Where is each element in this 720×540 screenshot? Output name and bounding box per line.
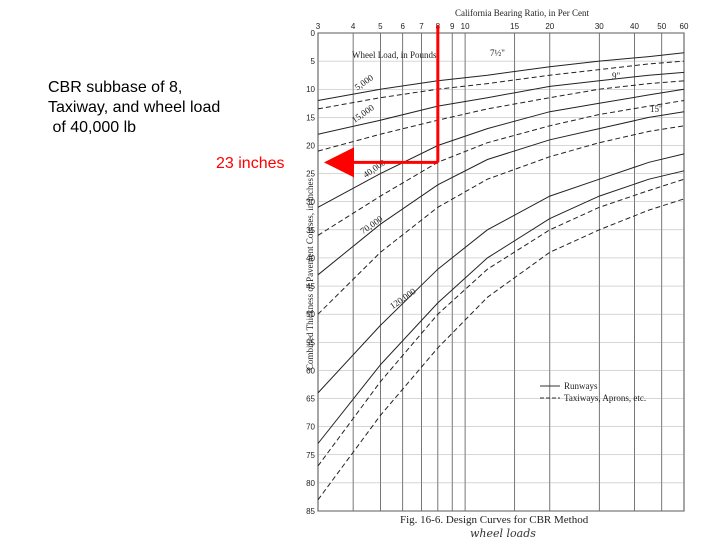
taxiway-curve: [317, 178, 685, 467]
y-tick-label: 35: [306, 226, 315, 235]
runway-curve: [317, 153, 685, 394]
tire-label-1: 7½": [490, 48, 505, 58]
taxiway-curve: [317, 100, 685, 236]
y-tick-label: 40: [306, 254, 315, 263]
y-tick-label: 50: [306, 310, 315, 319]
y-tick-label: 80: [306, 479, 315, 488]
runway-curve: [317, 52, 685, 101]
x-tick-label: 4: [351, 22, 356, 31]
x-tick-label: 30: [595, 22, 604, 31]
tire-label-3: 15": [650, 104, 663, 114]
x-tick-label: 10: [461, 22, 470, 31]
x-tick-label: 6: [400, 22, 405, 31]
y-tick-label: 10: [306, 85, 315, 94]
taxiway-curve: [317, 125, 685, 315]
legend-title: Wheel Load, in Pounds: [352, 50, 437, 60]
x-tick-label: 7: [419, 22, 424, 31]
x-tick-label: 20: [545, 22, 554, 31]
annotation-line-1: CBR subbase of 8,: [48, 79, 183, 96]
y-tick-label: 15: [306, 113, 315, 122]
y-tick-label: 55: [306, 338, 315, 347]
x-tick-label: 50: [657, 22, 666, 31]
y-tick-label: 25: [306, 170, 315, 179]
result-label: 23 inches: [216, 155, 285, 172]
y-tick-label: 0: [311, 29, 316, 38]
x-tick-label: 3: [316, 22, 321, 31]
y-axis-title: Combined Thickness of Pavement Courses, …: [305, 177, 315, 370]
plot-frame: [317, 32, 685, 512]
legend-taxiway: Taxiways, Aprons, etc.: [564, 393, 646, 403]
y-tick-label: 30: [306, 198, 315, 207]
annotation-line-3: of 40,000 lb: [48, 119, 137, 136]
runway-curve: [317, 170, 685, 444]
x-tick-label: 5: [378, 22, 383, 31]
x-tick-label: 40: [630, 22, 639, 31]
runway-curve: [317, 111, 685, 276]
runway-curve: [317, 71, 685, 135]
x-tick-label: 9: [450, 22, 455, 31]
annotation-text: CBR subbase of 8, Taxiway, and wheel loa…: [48, 78, 308, 138]
figure-caption: Fig. 16-6. Design Curves for CBR Method: [400, 514, 589, 526]
x-tick-label: 15: [510, 22, 519, 31]
legend-runway: Runways: [564, 381, 598, 391]
taxiway-curve: [317, 60, 685, 110]
y-tick-label: 70: [306, 423, 315, 432]
wheel-load-label: 15,000: [350, 102, 376, 125]
x-axis-title: California Bearing Ratio, in Per Cent: [455, 8, 589, 18]
wheel-load-label: 70,000: [358, 213, 384, 236]
tire-label-2: 9": [612, 71, 621, 81]
annotation-line-2: Taxiway, and wheel load: [48, 99, 221, 116]
y-tick-label: 85: [306, 507, 315, 516]
runway-curve: [317, 88, 685, 208]
taxiway-curve: [317, 80, 685, 152]
y-tick-label: 20: [306, 141, 315, 150]
y-tick-label: 45: [306, 282, 315, 291]
y-tick-label: 75: [306, 451, 315, 460]
x-tick-label: 60: [680, 22, 689, 31]
y-tick-label: 65: [306, 395, 315, 404]
y-tick-label: 5: [311, 57, 316, 66]
handwritten-note: wheel loads: [470, 527, 536, 540]
taxiway-curve: [317, 198, 685, 501]
y-tick-label: 60: [306, 366, 315, 375]
